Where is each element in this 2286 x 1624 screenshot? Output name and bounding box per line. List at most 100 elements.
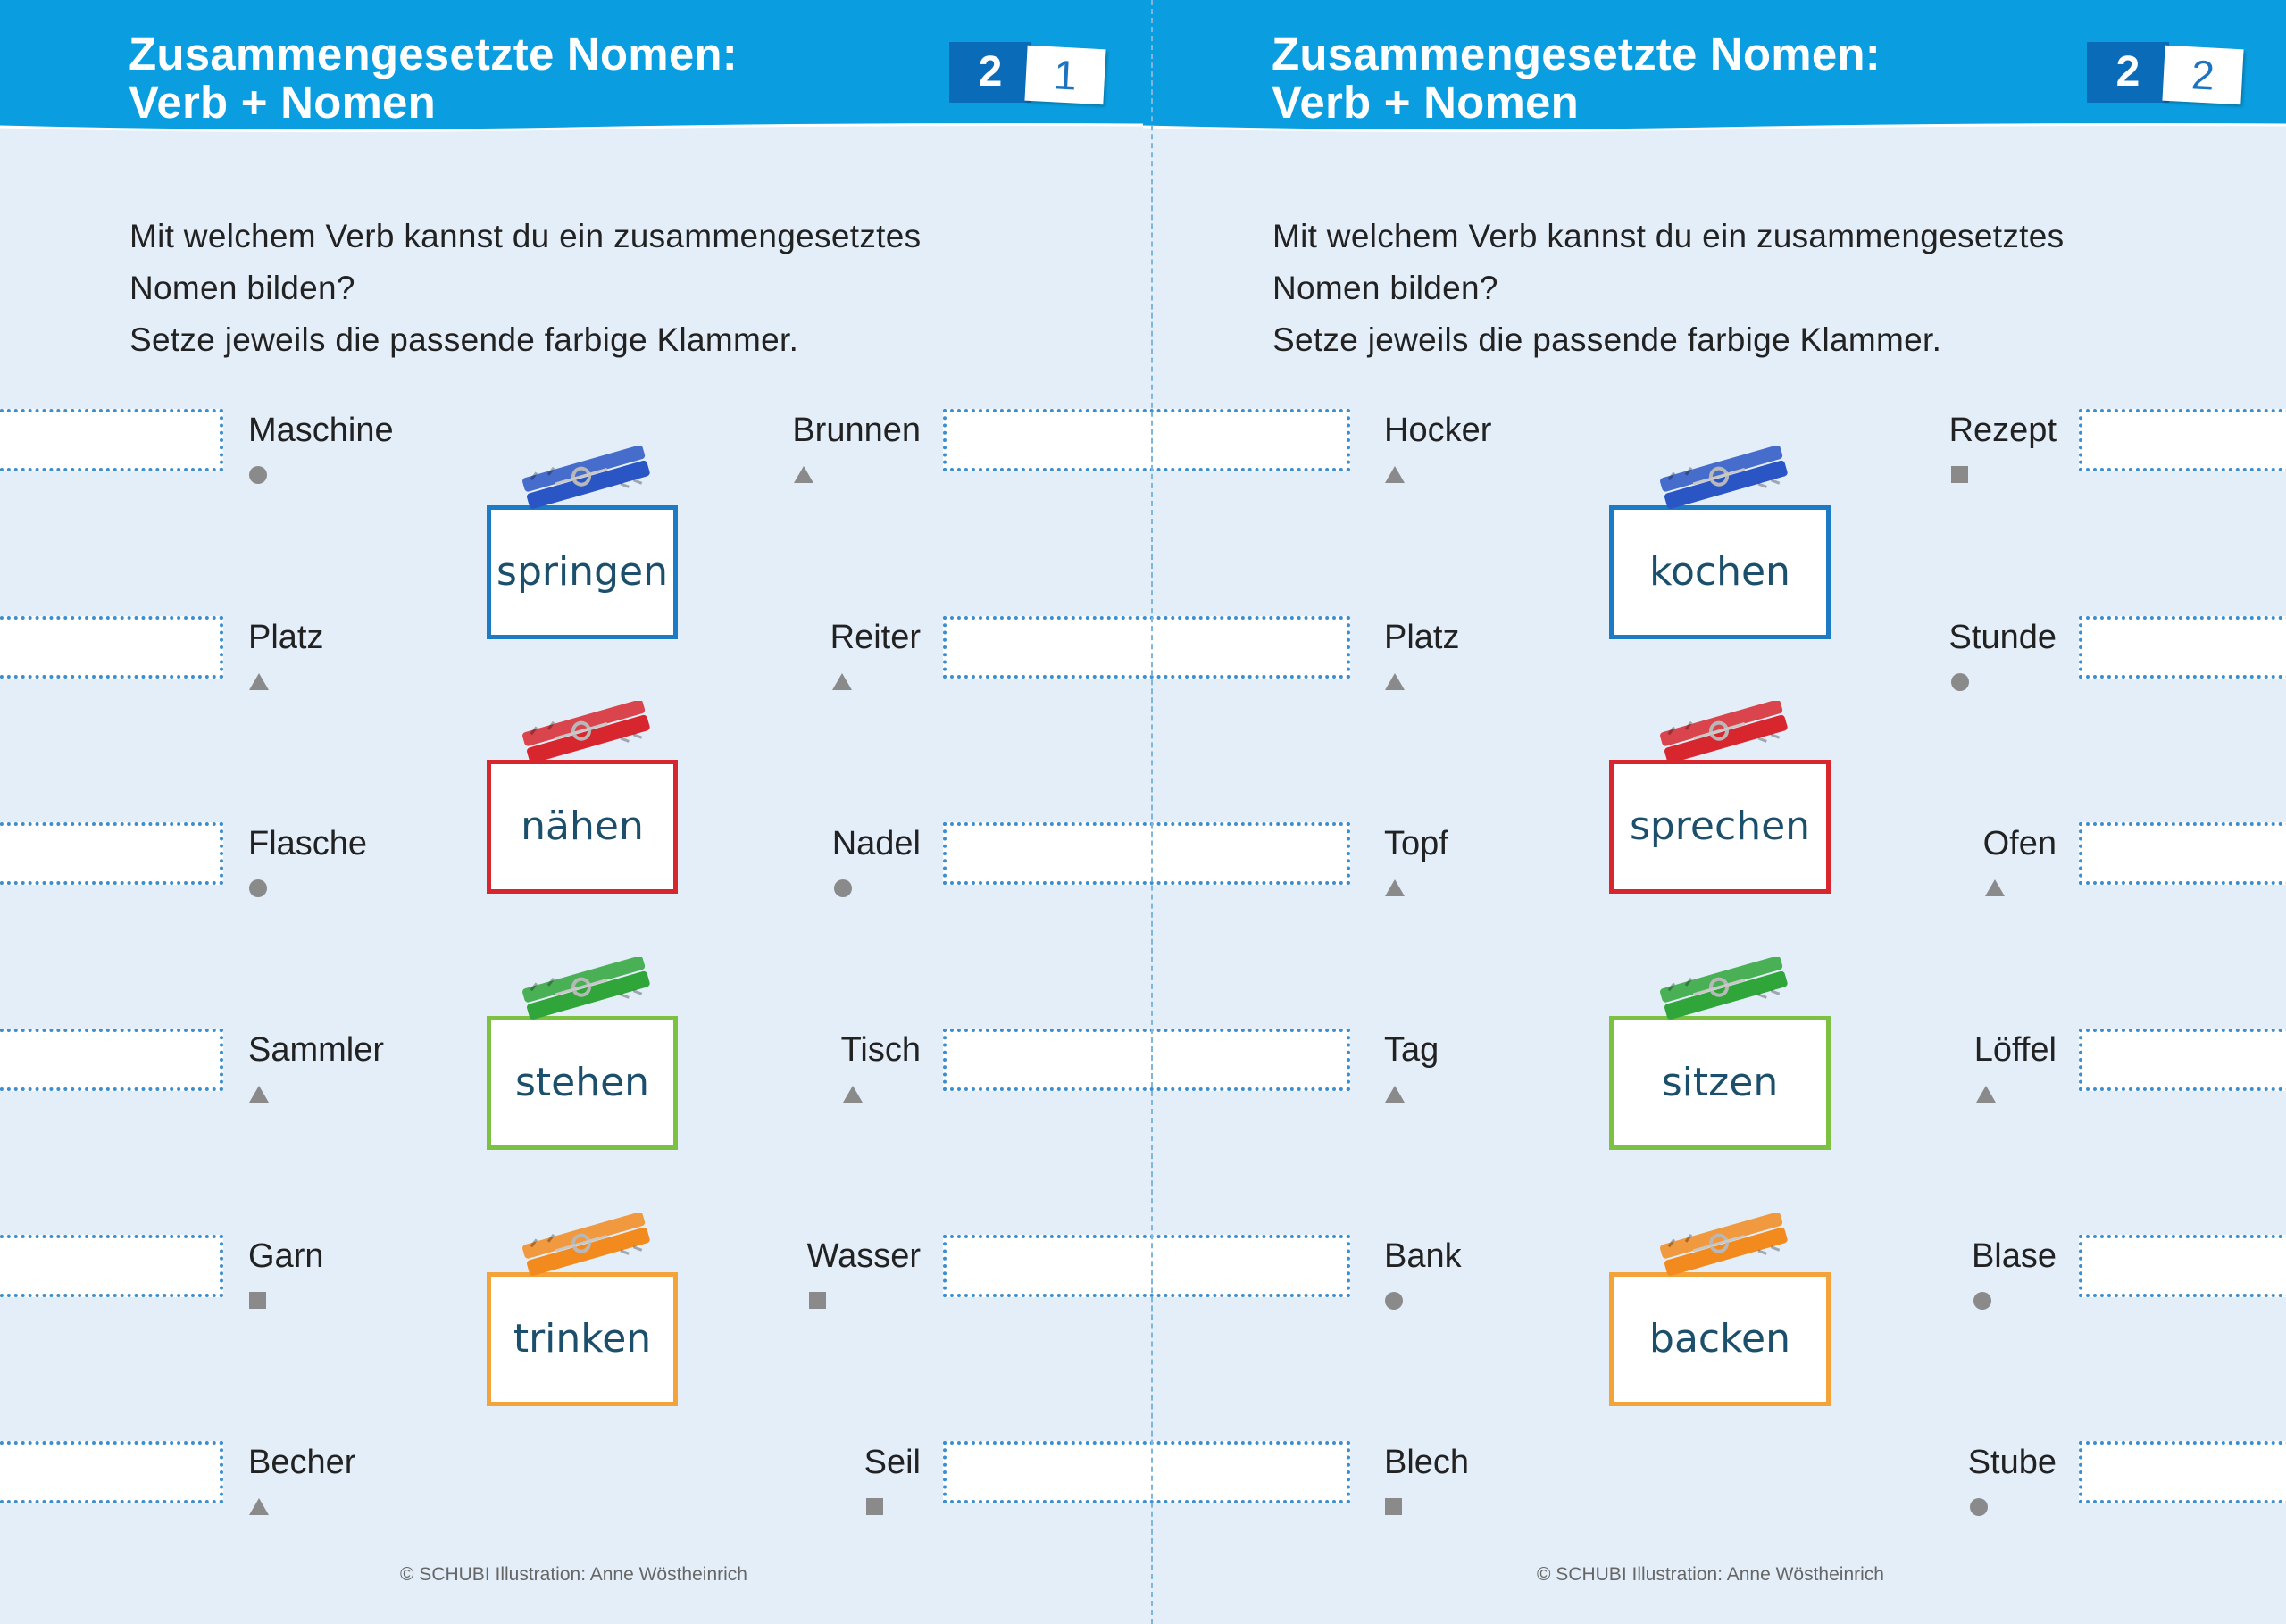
triangle-symbol [1975, 1086, 1996, 1103]
noun-word-left: Flasche [248, 825, 368, 862]
answer-box-right[interactable] [2079, 1029, 2286, 1091]
badge-card-number: 1 [1024, 45, 1106, 105]
verb-card-3[interactable]: sitzen [1609, 1016, 1831, 1150]
noun-word-right: Blase [1971, 1237, 2057, 1275]
verb-label: backen [1649, 1316, 1790, 1362]
answer-box-right[interactable] [2079, 1441, 2286, 1503]
answer-box-left[interactable] [1143, 409, 1350, 471]
instruction-line: Mit welchem Verb kannst du ein zusammeng… [129, 218, 922, 254]
noun-word-left: Tag [1384, 1031, 1439, 1069]
noun-word-right: Tisch [840, 1031, 921, 1069]
circle-symbol [249, 879, 267, 897]
verb-card-4[interactable]: trinken [487, 1272, 678, 1406]
answer-box-left[interactable] [1143, 1235, 1350, 1297]
triangle-symbol [1385, 466, 1405, 483]
instruction-line: Setze jeweils die passende farbige Klamm… [1272, 321, 1942, 358]
circle-symbol [1969, 1498, 1988, 1516]
noun-word-right: Nadel [831, 825, 921, 862]
triangle-symbol [1984, 879, 2005, 896]
badge-number: 2 [949, 42, 1031, 103]
verb-card-3[interactable]: stehen [487, 1016, 678, 1150]
answer-box-right[interactable] [2079, 1235, 2286, 1297]
square-symbol [865, 1498, 883, 1515]
circle-symbol [833, 879, 852, 897]
page-fold-line [1151, 0, 1153, 1624]
noun-word-right: Ofen [1982, 825, 2057, 862]
answer-box-left[interactable] [0, 616, 223, 679]
noun-word-left: Bank [1384, 1237, 1462, 1275]
square-symbol [1385, 1498, 1402, 1515]
instruction-line: Nomen bilden? [1272, 270, 1498, 306]
verb-card-1[interactable]: kochen [1609, 505, 1831, 639]
noun-word-right: Brunnen [792, 412, 921, 449]
header-banner [0, 0, 1143, 134]
clothespin-icon[interactable] [521, 955, 655, 1029]
verb-label: nähen [521, 804, 644, 849]
answer-box-right[interactable] [943, 616, 1143, 679]
answer-box-left[interactable] [0, 822, 223, 885]
page-title: Zusammengesetzte Nomen: Verb + Nomen [1272, 30, 1881, 127]
badge-card-number: 2 [2162, 45, 2244, 105]
instruction-line: Mit welchem Verb kannst du ein zusammeng… [1272, 218, 2065, 254]
page-title: Zusammengesetzte Nomen: Verb + Nomen [129, 30, 738, 127]
verb-card-4[interactable]: backen [1609, 1272, 1831, 1406]
instruction-line: Nomen bilden? [129, 270, 355, 306]
noun-word-left: Maschine [248, 412, 394, 449]
square-symbol [249, 1292, 266, 1309]
answer-box-left[interactable] [0, 1441, 223, 1503]
answer-box-left[interactable] [1143, 1441, 1350, 1503]
header-banner [1143, 0, 2286, 134]
answer-box-right[interactable] [2079, 822, 2286, 885]
noun-word-left: Sammler [248, 1031, 385, 1069]
clothespin-icon[interactable] [521, 445, 655, 518]
square-symbol [808, 1292, 826, 1309]
answer-box-left[interactable] [1143, 822, 1350, 885]
clothespin-icon[interactable] [1658, 445, 1792, 518]
answer-box-left[interactable] [0, 1235, 223, 1297]
clothespin-icon[interactable] [1658, 1212, 1792, 1285]
verb-label: sprechen [1629, 804, 1811, 849]
answer-box-left[interactable] [1143, 1029, 1350, 1091]
answer-box-right[interactable] [943, 1235, 1143, 1297]
verb-card-2[interactable]: sprechen [1609, 760, 1831, 894]
answer-box-left[interactable] [1143, 616, 1350, 679]
answer-box-left[interactable] [0, 1029, 223, 1091]
verb-card-2[interactable]: nähen [487, 760, 678, 894]
worksheet-page-2: Zusammengesetzte Nomen: Verb + Nomen 2 2 Mit… [1143, 0, 2286, 1624]
answer-box-right[interactable] [2079, 409, 2286, 471]
answer-box-right[interactable] [943, 1441, 1143, 1503]
noun-word-left: Hocker [1384, 412, 1492, 449]
noun-word-left: Platz [1384, 619, 1460, 656]
circle-symbol [249, 466, 267, 484]
triangle-symbol [831, 673, 852, 690]
triangle-symbol [1385, 673, 1405, 690]
triangle-symbol [1385, 879, 1405, 896]
noun-word-right: Seil [864, 1444, 921, 1481]
verb-label: kochen [1649, 549, 1790, 595]
noun-word-right: Stube [1967, 1444, 2057, 1481]
triangle-symbol [249, 1498, 269, 1515]
clothespin-icon[interactable] [1658, 955, 1792, 1029]
answer-box-right[interactable] [943, 409, 1143, 471]
copyright-footer: © SCHUBI Illustration: Anne Wöstheinrich [1537, 1564, 1884, 1585]
answer-box-right[interactable] [943, 822, 1143, 885]
verb-label: sitzen [1661, 1060, 1779, 1105]
clothespin-icon[interactable] [521, 1212, 655, 1285]
title-line-1: Zusammengesetzte Nomen: [129, 29, 738, 79]
verb-card-1[interactable]: springen [487, 505, 678, 639]
circle-symbol [1385, 1292, 1403, 1310]
noun-word-right: Löffel [1973, 1031, 2057, 1069]
verb-label: stehen [514, 1060, 650, 1105]
answer-box-left[interactable] [0, 409, 223, 471]
worksheet-page-1: Zusammengesetzte Nomen: Verb + Nomen 2 1 Mit… [0, 0, 1143, 1585]
answer-box-right[interactable] [943, 1029, 1143, 1091]
verb-label: trinken [513, 1316, 652, 1362]
clothespin-icon[interactable] [1658, 699, 1792, 772]
clothespin-icon[interactable] [521, 699, 655, 772]
noun-word-left: Topf [1384, 825, 1448, 862]
answer-box-right[interactable] [2079, 616, 2286, 679]
triangle-symbol [842, 1086, 863, 1103]
copyright-footer: © SCHUBI Illustration: Anne Wöstheinrich [400, 1564, 747, 1585]
